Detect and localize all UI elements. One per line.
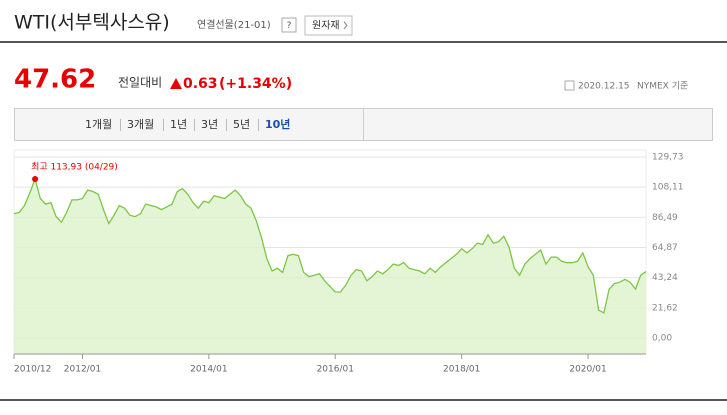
source: NYMEX 기준 bbox=[637, 81, 688, 92]
y-tick-label: 64,87 bbox=[652, 243, 678, 253]
tab[interactable]: 1개월 bbox=[85, 118, 112, 131]
calendar-icon bbox=[564, 80, 575, 91]
x-tick-label: 2014/01 bbox=[190, 365, 227, 375]
x-tick-label: 2020/01 bbox=[569, 365, 606, 375]
help-box[interactable] bbox=[281, 17, 297, 33]
divider bbox=[0, 41, 727, 43]
up-arrow bbox=[170, 78, 182, 89]
tab[interactable]: 10년 bbox=[265, 117, 290, 131]
button[interactable]: 원자재 bbox=[312, 20, 340, 32]
y-tick-label: 21,62 bbox=[652, 303, 678, 313]
peak-marker bbox=[32, 176, 39, 183]
y-tick-label: 108,11 bbox=[652, 183, 684, 193]
divider bbox=[0, 399, 727, 401]
date: 2020.12.15 bbox=[578, 82, 630, 92]
y-tick-label: 86,49 bbox=[652, 213, 678, 223]
change-label: 전일대비 bbox=[118, 76, 162, 90]
y-tick-label: 43,24 bbox=[652, 273, 678, 283]
help[interactable]: ? bbox=[287, 21, 292, 31]
x-tick-label: 2018/01 bbox=[443, 365, 480, 375]
line bbox=[13, 176, 647, 314]
y-tick-label: 0,00 bbox=[652, 333, 672, 343]
tab[interactable]: 5년 bbox=[233, 118, 250, 131]
change: 0.63 bbox=[183, 76, 218, 92]
x-tick-label: 2012/01 bbox=[64, 365, 101, 375]
x-tick-label: 2016/01 bbox=[317, 365, 354, 375]
peak-label: 최고 113,93 (04/29) bbox=[31, 162, 118, 173]
tab[interactable]: 3년 bbox=[201, 118, 218, 131]
price: 47.62 bbox=[14, 65, 96, 95]
tab[interactable]: 3개월 bbox=[127, 118, 154, 131]
y-tick-label: 129,73 bbox=[652, 153, 684, 163]
button-box[interactable] bbox=[304, 15, 353, 36]
chevron bbox=[343, 21, 348, 30]
title: WTI(서부텍사스유) bbox=[14, 12, 170, 34]
change-pct: (+1.34%) bbox=[219, 76, 292, 92]
subtitle: 연결선물(21-01) bbox=[197, 19, 271, 31]
x-tick-label: 2010/12 bbox=[14, 365, 51, 375]
tab[interactable]: 1년 bbox=[170, 118, 187, 131]
area bbox=[14, 179, 646, 354]
